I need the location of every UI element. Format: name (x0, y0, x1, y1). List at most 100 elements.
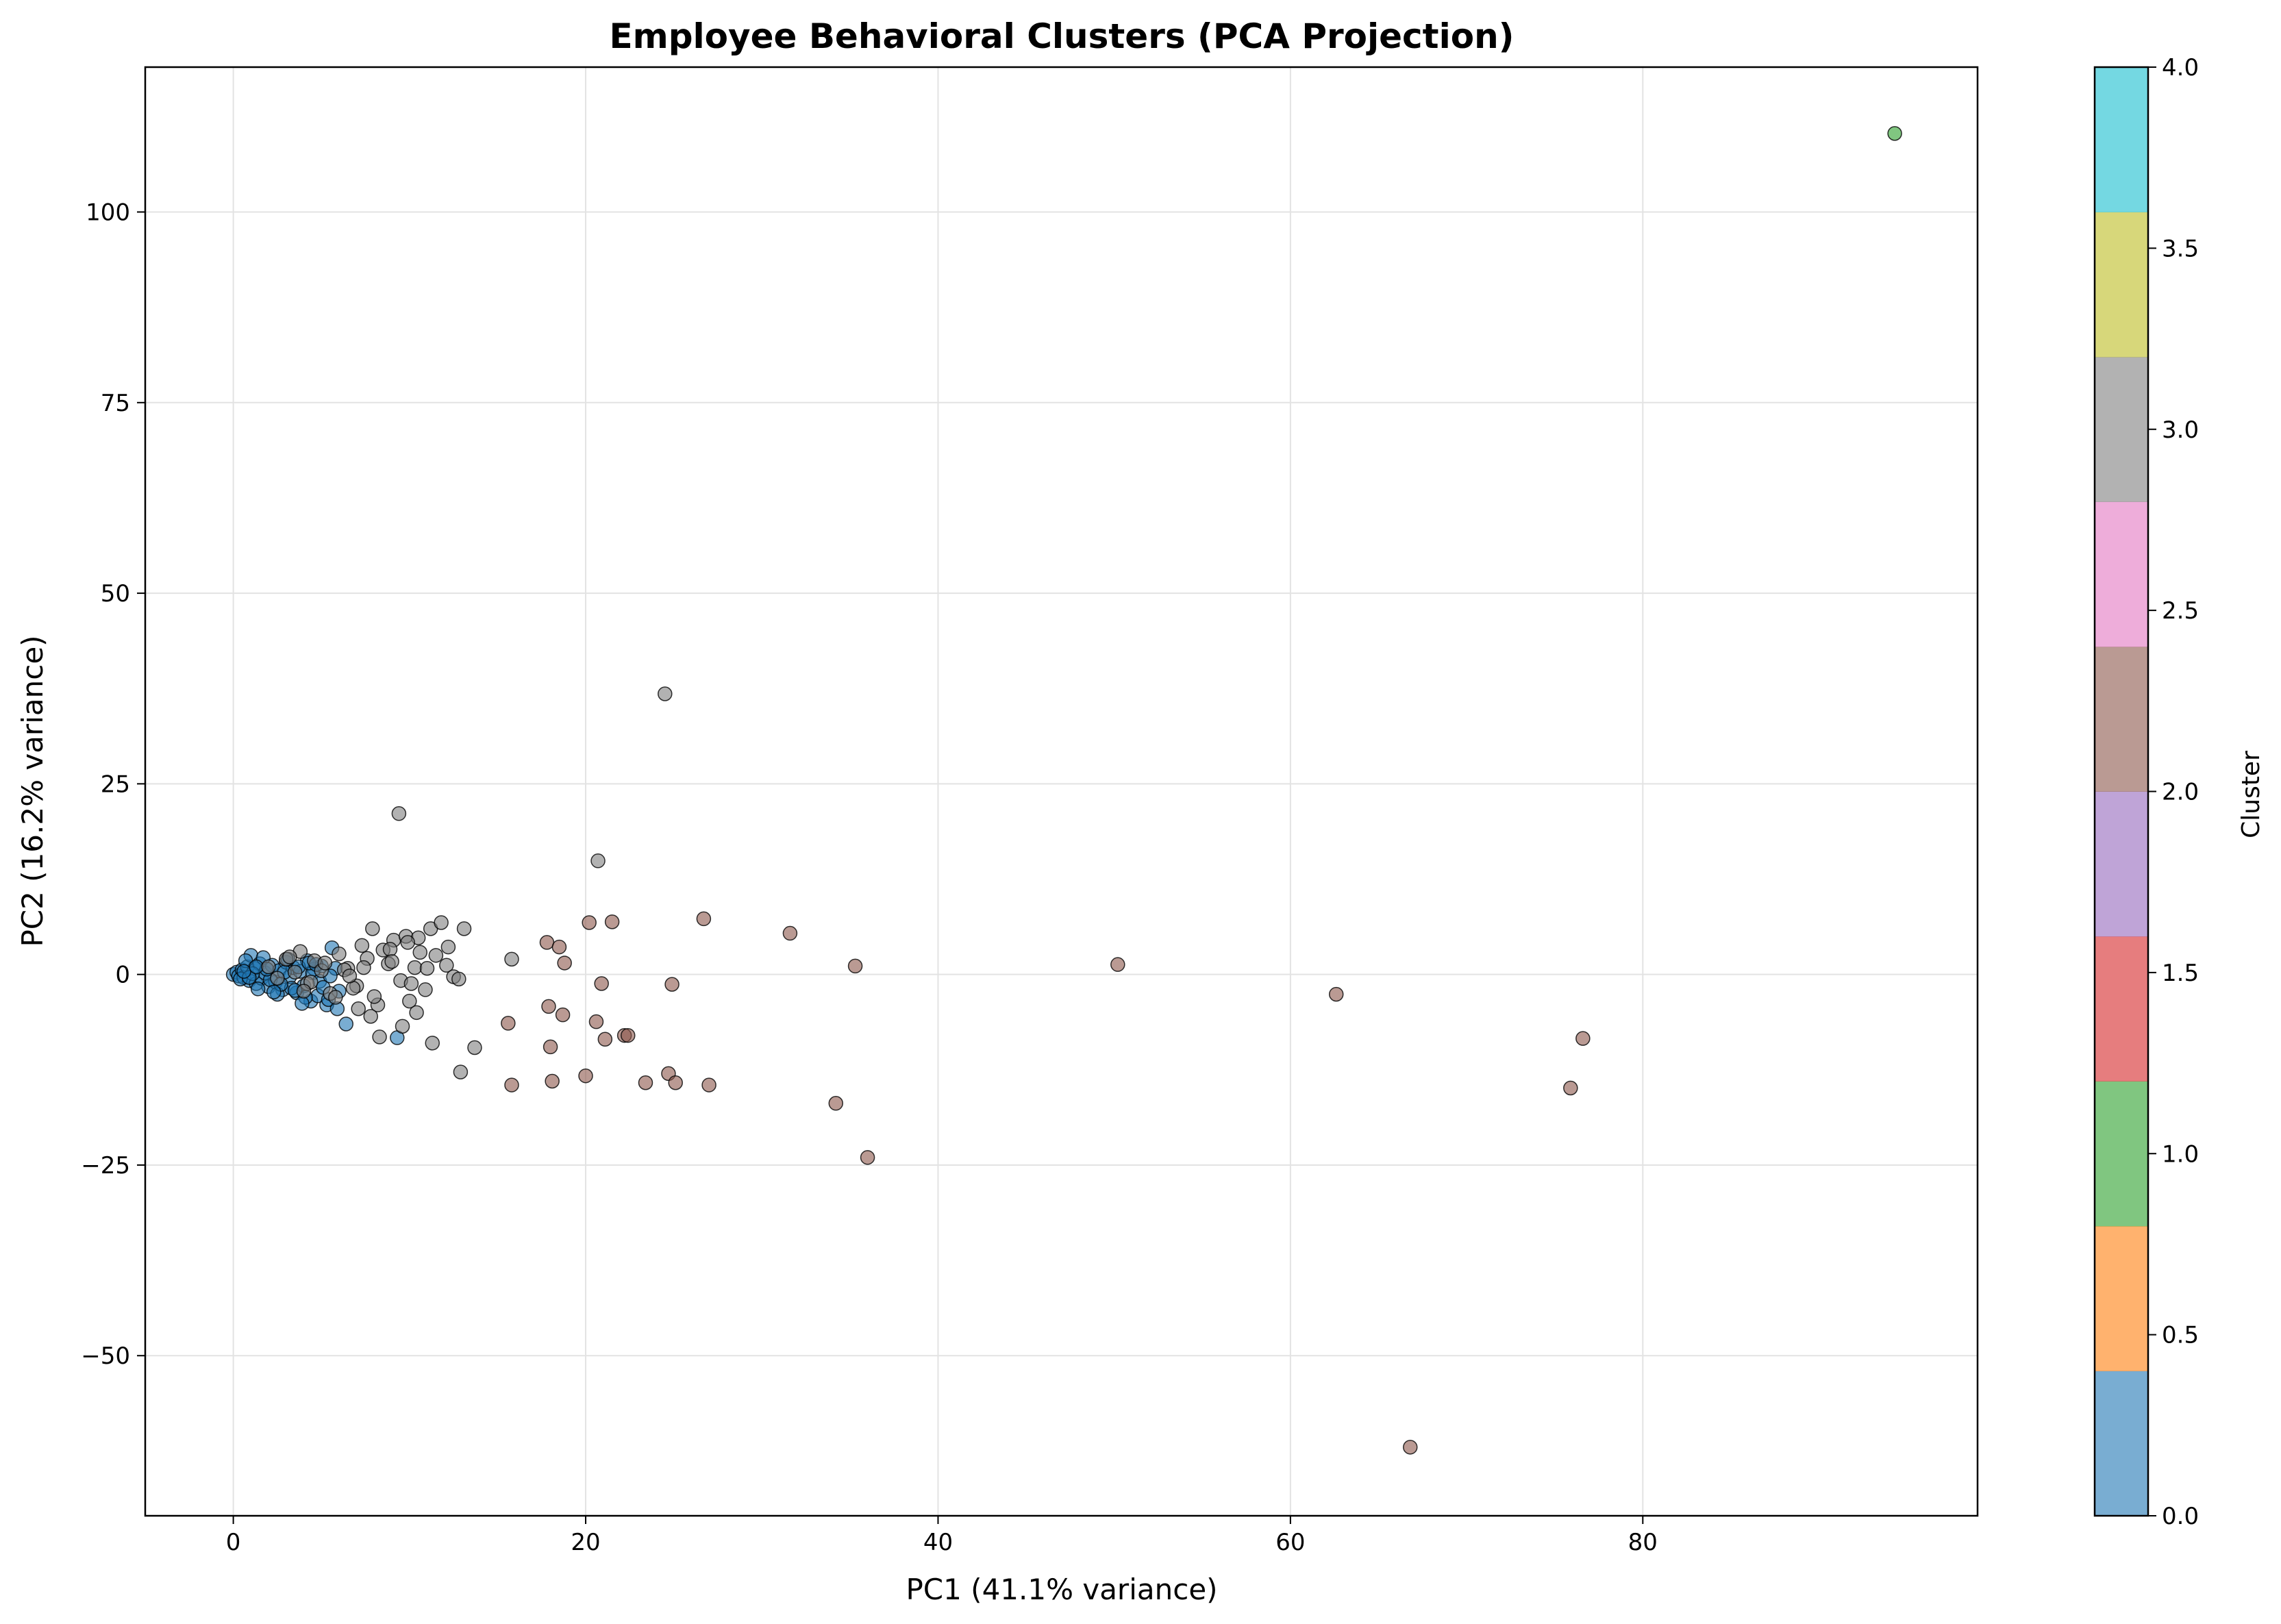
colorbar-segment (2095, 647, 2148, 792)
scatter-point-cluster-2 (696, 911, 712, 927)
colorbar-tick-label: 1.0 (2162, 1140, 2199, 1168)
scatter-point-cluster-3 (412, 945, 427, 960)
x-ticks: 0 20 40 60 80 (226, 1516, 1658, 1556)
scatter-point-cluster-2 (543, 1039, 558, 1055)
scatter-point-cluster-2 (860, 1150, 875, 1165)
scatter-point-cluster-2 (664, 977, 680, 992)
scatter-point-cluster-3 (332, 946, 347, 962)
grid-layer (145, 67, 1978, 1516)
scatter-point-cluster-3 (456, 921, 472, 936)
colorbar-segment (2095, 212, 2148, 358)
x-tick-label: 20 (571, 1529, 600, 1556)
scatter-point-cluster-3 (451, 971, 466, 987)
scatter-point-cluster-0 (295, 996, 310, 1011)
scatter-point-cluster-3 (409, 1005, 424, 1021)
scatter-point-cluster-3 (351, 1001, 366, 1016)
scatter-point-cluster-3 (382, 942, 398, 957)
colorbar-segment (2095, 67, 2148, 212)
scatter-point-cluster-3 (395, 1019, 410, 1034)
y-tick-label: 100 (86, 199, 130, 227)
colorbar-label: Cluster (2237, 751, 2265, 838)
scatter-point-cluster-3 (317, 955, 333, 971)
y-axis-label: PC2 (16.2% variance) (16, 635, 49, 947)
scatter-point-cluster-3 (439, 958, 454, 973)
scatter-point-cluster-2 (621, 1027, 636, 1043)
colorbar-segment (2095, 791, 2148, 937)
scatter-point-cluster-3 (504, 951, 519, 967)
colorbar-tick-label: 2.5 (2162, 597, 2199, 625)
scatter-point-cluster-2 (545, 1073, 560, 1089)
scatter-point-cluster-3 (658, 686, 673, 701)
scatter-point-cluster-3 (365, 921, 380, 936)
colorbar-tick-label: 0.0 (2162, 1503, 2199, 1530)
colorbar-tick-label: 3.0 (2162, 416, 2199, 444)
x-tick-label: 60 (1275, 1529, 1305, 1556)
scatter-point-cluster-3 (391, 806, 407, 821)
scatter-point-cluster-3 (270, 971, 285, 986)
colorbar-tick-label: 3.5 (2162, 235, 2199, 262)
scatter-point-cluster-2 (847, 958, 863, 974)
colorbar-segment (2095, 357, 2148, 502)
scatter-point-cluster-3 (407, 960, 423, 975)
colorbar-segment (2095, 1371, 2148, 1516)
scatter-point-cluster-2 (555, 1007, 571, 1023)
colorbar-tick-label: 2.0 (2162, 779, 2199, 806)
scatter-point-cluster-2 (1575, 1031, 1591, 1046)
colorbar-tick-label: 1.5 (2162, 960, 2199, 987)
scatter-point-cluster-0 (250, 982, 266, 997)
scatter-point-cluster-3 (425, 1036, 440, 1051)
plot-frame (144, 66, 1979, 1517)
scatter-point-cluster-2 (582, 915, 597, 930)
scatter-point-cluster-2 (594, 976, 609, 991)
scatter-point-cluster-2 (782, 925, 798, 941)
scatter-point-cluster-3 (428, 948, 444, 963)
scatter-point-cluster-2 (828, 1096, 844, 1111)
y-tick-label: 50 (101, 580, 130, 608)
scatter-point-cluster-3 (296, 984, 312, 999)
y-tick-label: 75 (101, 390, 130, 417)
colorbar: 0.0 0.5 1.0 1.5 2.0 2.5 3.0 3.5 4.0 (2093, 54, 2199, 1530)
x-tick-label: 40 (923, 1529, 953, 1556)
colorbar-segment (2095, 1226, 2148, 1371)
scatter-point-cluster-3 (402, 993, 417, 1009)
scatter-point-cluster-2 (1563, 1080, 1578, 1096)
y-tick-label: 0 (115, 962, 130, 989)
x-tick-label: 0 (226, 1529, 241, 1556)
scatter-point-cluster-3 (434, 915, 449, 930)
colorbar-tick-label: 4.0 (2162, 54, 2199, 82)
scatter-point-cluster-2 (597, 1032, 613, 1047)
scatter-point-cluster-1 (1887, 126, 1902, 141)
scatter-point-cluster-0 (249, 959, 264, 975)
scatter-point-cluster-3 (287, 964, 303, 980)
scatter-point-cluster-3 (403, 976, 419, 991)
scatter-point-cluster-3 (342, 969, 358, 984)
scatter-point-cluster-3 (440, 939, 456, 955)
scatter-point-cluster-2 (541, 999, 556, 1014)
y-tick-label: 25 (101, 771, 130, 798)
scatter-point-cluster-2 (668, 1075, 683, 1090)
scatter-point-cluster-3 (384, 953, 399, 969)
colorbar-segment (2095, 936, 2148, 1082)
scatter-point-cluster-3 (354, 938, 370, 953)
scatter-point-cluster-0 (266, 984, 282, 1000)
scatter-point-cluster-2 (638, 1075, 653, 1090)
scatter-point-cluster-3 (400, 935, 415, 950)
scatter-point-cluster-2 (578, 1068, 593, 1084)
colorbar-segment (2095, 1081, 2148, 1227)
x-axis-label: PC1 (41.1% variance) (906, 1573, 1217, 1606)
scatter-point-cluster-3 (590, 853, 606, 869)
y-tick-label: −25 (81, 1152, 130, 1179)
scatter-point-cluster-3 (419, 961, 435, 976)
scatter-point-cluster-3 (345, 980, 361, 996)
scatter-point-cluster-3 (418, 982, 433, 997)
colorbar-tick-label: 0.5 (2162, 1322, 2199, 1349)
scatter-point-cluster-2 (504, 1077, 519, 1092)
y-ticks: −50 −25 0 25 50 75 100 (81, 199, 145, 1370)
scatter-point-cluster-3 (328, 990, 343, 1005)
scatter-point-cluster-2 (604, 914, 620, 929)
colorbar-segment (2095, 501, 2148, 647)
scatter-point-cluster-3 (453, 1064, 469, 1079)
scatter-point-cluster-2 (1329, 986, 1344, 1002)
scatter-point-cluster-3 (282, 949, 297, 964)
